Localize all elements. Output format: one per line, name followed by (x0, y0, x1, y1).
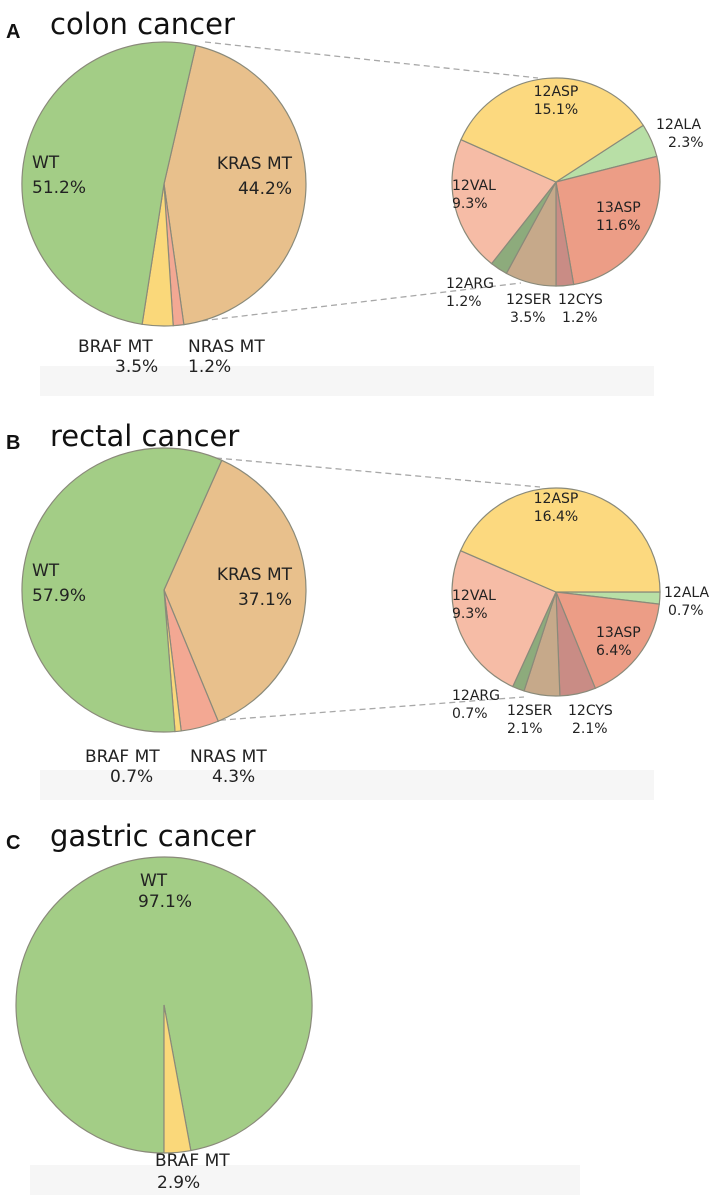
panel-b-main-slice-wt (21, 447, 223, 733)
panel-b-main-pct-nras-mt: 4.3% (212, 767, 255, 787)
panel-c-main-pct-braf-mt: 2.9% (157, 1173, 200, 1193)
panel-a-main-label-kras-mt: KRAS MT (217, 154, 293, 174)
panel-a-main-slice-kras-mt (163, 44, 307, 326)
panel-c-main-slice-braf-mt (163, 1004, 192, 1154)
panel-a-kras-detail-slice-12asp (460, 77, 645, 183)
panel-b-kras-detail-label-12cys: 12CYS (568, 703, 613, 719)
panel-a-label: A (6, 21, 20, 43)
panel-a-main-pct-kras-mt: 44.2% (238, 179, 292, 199)
panel-b-kras-detail-slice-12asp (459, 487, 661, 593)
panel-b-main-label-braf-mt: BRAF MT (85, 747, 160, 767)
panel-c-shadow-band (30, 1165, 580, 1195)
panel-a-kras-detail-label-12arg: 12ARG (446, 276, 494, 292)
panel-a-main-label-wt: WT (32, 153, 60, 173)
panel-c-label: C (6, 832, 20, 854)
panel-b-kras-detail-label-13asp: 13ASP (596, 625, 641, 641)
panel-a-kras-detail-label-12val: 12VAL (452, 178, 496, 194)
panel-b-kras-detail-pct-12ser: 2.1% (507, 721, 543, 737)
panel-b-connector-line-1 (215, 457, 541, 488)
panel-a-main-pct-nras-mt: 1.2% (188, 357, 231, 377)
panel-b-kras-detail-slice-12val (451, 549, 557, 688)
panel-a-shadow-band (40, 366, 654, 396)
panel-b-kras-detail-pct-12val: 9.3% (452, 606, 488, 622)
panel-a-kras-detail-label-12asp: 12ASP (534, 84, 579, 100)
panel-c-main-label-wt: WT (140, 871, 168, 891)
panel-c-main-label-braf-mt: BRAF MT (155, 1151, 230, 1171)
panel-a-main-pct-wt: 51.2% (32, 178, 86, 198)
panel-a-kras-detail-pct-12arg: 1.2% (446, 294, 482, 310)
panel-b-main-label-wt: WT (32, 561, 60, 581)
panel-b-kras-detail-pct-12ala: 0.7% (668, 603, 704, 619)
panel-b-kras-detail-pct-13asp: 6.4% (596, 643, 632, 659)
panel-a-kras-detail-pct-12ser: 3.5% (510, 310, 546, 326)
panel-b-kras-detail-label-12val: 12VAL (452, 588, 496, 604)
panel-b-kras-detail-label-12asp: 12ASP (534, 491, 579, 507)
panel-b-main-pct-wt: 57.9% (32, 586, 86, 606)
panel-a-kras-detail-pct-12cys: 1.2% (562, 310, 598, 326)
panel-a-main-label-nras-mt: NRAS MT (188, 337, 265, 357)
panel-a-kras-detail-label-12cys: 12CYS (558, 292, 603, 308)
panel-a-main-label-braf-mt: BRAF MT (78, 337, 153, 357)
panel-a-kras-detail-label-12ala: 12ALA (656, 117, 702, 133)
panel-a-title: colon cancer (50, 7, 235, 41)
panel-a-connector-line-1 (204, 41, 539, 79)
panel-c-main-pct-wt: 97.1% (138, 892, 192, 912)
panel-b-kras-detail-label-12ser: 12SER (507, 703, 553, 719)
panel-b-main-label-nras-mt: NRAS MT (190, 747, 267, 767)
panel-a-kras-detail-pct-12val: 9.3% (452, 196, 488, 212)
panel-b-shadow-band (40, 770, 654, 800)
panel-b-connector-line-2 (209, 696, 525, 722)
panel-b-kras-detail-pct-12asp: 16.4% (534, 509, 578, 525)
panel-b-label: B (6, 432, 20, 454)
panel-a-kras-detail-pct-13asp: 11.6% (596, 218, 640, 234)
panel-a-kras-detail-pct-12ala: 2.3% (668, 135, 704, 151)
panel-b-kras-detail-pct-12arg: 0.7% (452, 706, 488, 722)
panel-b-main-pct-kras-mt: 37.1% (238, 590, 292, 610)
panel-b-kras-detail-label-12ala: 12ALA (664, 585, 710, 601)
panel-b-kras-detail-slice-13asp (555, 591, 660, 690)
panel-b-kras-detail-pct-12cys: 2.1% (572, 721, 608, 737)
panel-c-title: gastric cancer (50, 819, 256, 853)
panel-b-main-slice-kras-mt (163, 459, 307, 723)
panel-a-main-slice-wt (21, 41, 197, 325)
panel-a-main-pct-braf-mt: 3.5% (115, 357, 158, 377)
panel-b-main-label-kras-mt: KRAS MT (217, 565, 293, 585)
panel-b-kras-detail-label-12arg: 12ARG (452, 688, 500, 704)
panel-a-kras-detail-slice-13asp (555, 155, 661, 286)
panel-a-kras-detail-label-12ser: 12SER (506, 292, 552, 308)
panel-a-connector-line-2 (191, 282, 522, 323)
panel-a-kras-detail-pct-12asp: 15.1% (534, 102, 578, 118)
panel-b-title: rectal cancer (50, 419, 239, 453)
panel-b-main-pct-braf-mt: 0.7% (110, 767, 153, 787)
panel-a-kras-detail-label-13asp: 13ASP (596, 200, 641, 216)
